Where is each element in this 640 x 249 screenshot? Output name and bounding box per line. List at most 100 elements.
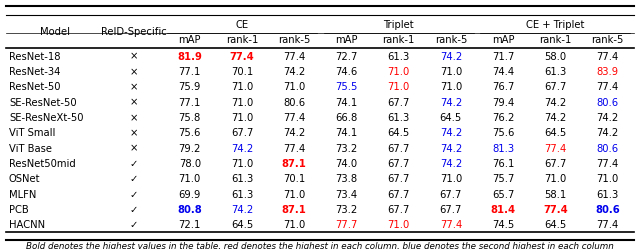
Text: 83.9: 83.9	[596, 67, 618, 77]
Text: 75.5: 75.5	[335, 82, 358, 92]
Text: 74.2: 74.2	[596, 128, 619, 138]
Text: 67.7: 67.7	[387, 205, 410, 215]
Text: mAP: mAP	[335, 35, 358, 45]
Text: mAP: mAP	[492, 35, 515, 45]
Text: 77.4: 77.4	[283, 52, 305, 62]
Text: 75.8: 75.8	[179, 113, 201, 123]
Text: 67.7: 67.7	[387, 144, 410, 154]
Text: rank-5: rank-5	[591, 35, 624, 45]
Text: mAP: mAP	[179, 35, 201, 45]
Text: 74.6: 74.6	[335, 67, 358, 77]
Text: ✓: ✓	[130, 174, 138, 184]
Text: 77.4: 77.4	[230, 52, 254, 62]
Text: 71.7: 71.7	[492, 52, 515, 62]
Text: MLFN: MLFN	[9, 189, 36, 199]
Text: ✓: ✓	[130, 205, 138, 215]
Text: 58.1: 58.1	[544, 189, 566, 199]
Text: 75.6: 75.6	[492, 128, 515, 138]
Text: 80.6: 80.6	[595, 205, 620, 215]
Text: 77.1: 77.1	[179, 67, 201, 77]
Text: 81.3: 81.3	[492, 144, 514, 154]
Text: rank-1: rank-1	[226, 35, 258, 45]
Text: 74.2: 74.2	[544, 113, 566, 123]
Text: rank-1: rank-1	[383, 35, 415, 45]
Text: 79.4: 79.4	[492, 98, 514, 108]
Text: 74.2: 74.2	[440, 144, 462, 154]
Text: 74.2: 74.2	[283, 67, 305, 77]
Text: 70.1: 70.1	[231, 67, 253, 77]
Text: 71.0: 71.0	[544, 174, 566, 184]
Text: 71.0: 71.0	[283, 220, 305, 230]
Text: ResNet50mid: ResNet50mid	[9, 159, 76, 169]
Text: ×: ×	[130, 52, 138, 62]
Text: 71.0: 71.0	[231, 82, 253, 92]
Text: 71.0: 71.0	[231, 113, 253, 123]
Text: 67.7: 67.7	[387, 189, 410, 199]
Text: 61.3: 61.3	[231, 189, 253, 199]
Text: ✓: ✓	[130, 159, 138, 169]
Text: 76.2: 76.2	[492, 113, 515, 123]
Text: ✓: ✓	[130, 220, 138, 230]
Text: 64.5: 64.5	[440, 113, 462, 123]
Text: 72.7: 72.7	[335, 52, 358, 62]
Text: 71.0: 71.0	[387, 220, 410, 230]
Text: 74.1: 74.1	[335, 128, 358, 138]
Text: 77.4: 77.4	[543, 205, 568, 215]
Text: 75.7: 75.7	[492, 174, 515, 184]
Text: 64.5: 64.5	[544, 220, 566, 230]
Text: 71.0: 71.0	[179, 174, 201, 184]
Text: 76.7: 76.7	[492, 82, 515, 92]
Text: 74.2: 74.2	[544, 98, 566, 108]
Text: 67.7: 67.7	[440, 189, 462, 199]
Text: 77.7: 77.7	[335, 220, 358, 230]
Text: 80.6: 80.6	[596, 98, 618, 108]
Text: OSNet: OSNet	[9, 174, 40, 184]
Text: 69.9: 69.9	[179, 189, 201, 199]
Text: ResNet-18: ResNet-18	[9, 52, 60, 62]
Text: CE + Triplet: CE + Triplet	[526, 20, 584, 30]
Text: 66.8: 66.8	[335, 113, 358, 123]
Text: 80.8: 80.8	[177, 205, 202, 215]
Text: 71.0: 71.0	[283, 189, 305, 199]
Text: ResNet-50: ResNet-50	[9, 82, 60, 92]
Text: 58.0: 58.0	[544, 52, 566, 62]
Text: 71.0: 71.0	[283, 82, 305, 92]
Text: 71.0: 71.0	[440, 82, 462, 92]
Text: 67.7: 67.7	[387, 159, 410, 169]
Text: 61.3: 61.3	[544, 67, 566, 77]
Text: ×: ×	[130, 98, 138, 108]
Text: 71.0: 71.0	[387, 82, 410, 92]
Text: 77.4: 77.4	[596, 220, 619, 230]
Text: 61.3: 61.3	[387, 52, 410, 62]
Text: ×: ×	[130, 67, 138, 77]
Text: 77.4: 77.4	[596, 82, 619, 92]
Text: 71.0: 71.0	[596, 174, 619, 184]
Text: 74.2: 74.2	[440, 128, 462, 138]
Text: 87.1: 87.1	[282, 205, 307, 215]
Text: ✓: ✓	[130, 189, 138, 199]
Text: 71.0: 71.0	[231, 159, 253, 169]
Text: 71.0: 71.0	[440, 67, 462, 77]
Text: 74.2: 74.2	[231, 144, 253, 154]
Text: rank-5: rank-5	[278, 35, 310, 45]
Text: 61.3: 61.3	[387, 113, 410, 123]
Text: Bold denotes the highest values in the table, red denotes the highest in each co: Bold denotes the highest values in the t…	[26, 242, 614, 249]
Text: 77.4: 77.4	[544, 144, 566, 154]
Text: ×: ×	[130, 82, 138, 92]
Text: PCB: PCB	[9, 205, 29, 215]
Text: 77.4: 77.4	[440, 220, 462, 230]
Text: 71.0: 71.0	[387, 67, 410, 77]
Text: 65.7: 65.7	[492, 189, 515, 199]
Text: 73.4: 73.4	[335, 189, 358, 199]
Text: 77.4: 77.4	[283, 144, 305, 154]
Text: Triplet: Triplet	[383, 20, 414, 30]
Text: ×: ×	[130, 144, 138, 154]
Text: 73.8: 73.8	[335, 174, 358, 184]
Text: 64.5: 64.5	[387, 128, 410, 138]
Text: 74.2: 74.2	[440, 98, 462, 108]
Text: ReID-Specific: ReID-Specific	[101, 27, 166, 37]
Text: 67.7: 67.7	[231, 128, 253, 138]
Text: 70.1: 70.1	[283, 174, 305, 184]
Text: ResNet-34: ResNet-34	[9, 67, 60, 77]
Text: 64.5: 64.5	[231, 220, 253, 230]
